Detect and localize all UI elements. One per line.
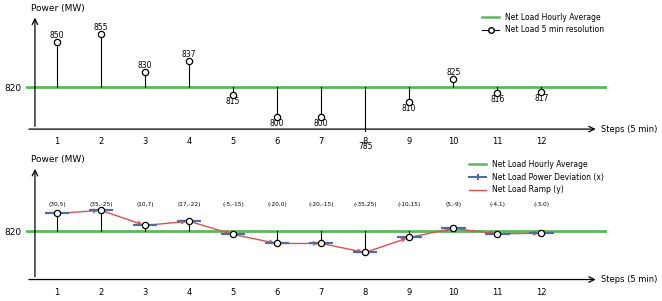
Text: (10,7): (10,7) — [136, 202, 154, 207]
Text: (17,-22): (17,-22) — [177, 202, 201, 207]
Text: (-20,-15): (-20,-15) — [308, 202, 334, 207]
Text: 815: 815 — [226, 97, 240, 106]
Text: 800: 800 — [270, 119, 285, 128]
Text: (-4,1): (-4,1) — [489, 202, 505, 207]
Text: 855: 855 — [94, 23, 109, 32]
Text: 830: 830 — [138, 61, 152, 70]
Text: (-20,0): (-20,0) — [267, 202, 287, 207]
Text: (30,5): (30,5) — [48, 202, 66, 207]
Text: 810: 810 — [402, 104, 416, 113]
Text: (-10,15): (-10,15) — [397, 202, 421, 207]
Text: 825: 825 — [446, 68, 460, 77]
Text: Power (MW): Power (MW) — [31, 155, 85, 164]
Text: (-3,0): (-3,0) — [533, 202, 549, 207]
Text: 850: 850 — [50, 31, 64, 40]
Text: (5,-9): (5,-9) — [445, 202, 461, 207]
Text: Power (MW): Power (MW) — [31, 4, 85, 13]
Legend: Net Load Hourly Average, Net Load Power Deviation (x), Net Load Ramp (y): Net Load Hourly Average, Net Load Power … — [467, 157, 607, 197]
Text: 816: 816 — [490, 95, 504, 104]
Text: (35,-25): (35,-25) — [89, 202, 113, 207]
Text: 800: 800 — [314, 119, 328, 128]
Text: 785: 785 — [358, 142, 373, 151]
Text: (-5,-15): (-5,-15) — [222, 202, 244, 207]
Legend: Net Load Hourly Average, Net Load 5 min resolution: Net Load Hourly Average, Net Load 5 min … — [479, 9, 607, 37]
Text: Steps (5 min): Steps (5 min) — [600, 125, 657, 134]
Text: 817: 817 — [534, 94, 548, 103]
Text: 837: 837 — [182, 50, 197, 59]
Text: (-35,25): (-35,25) — [354, 202, 377, 207]
Text: Steps (5 min): Steps (5 min) — [600, 275, 657, 284]
